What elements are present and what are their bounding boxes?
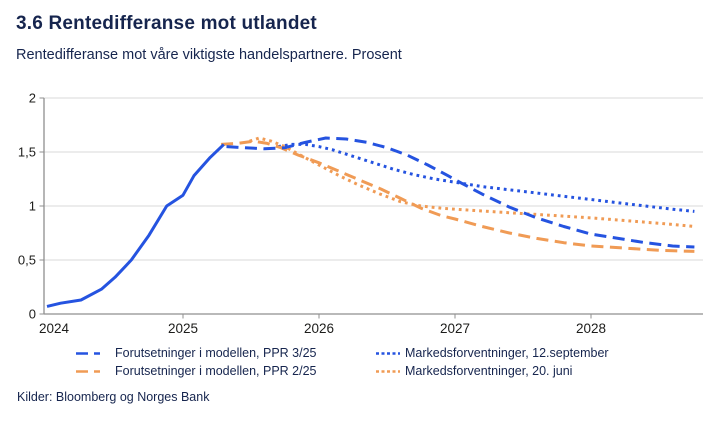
series-line-ppr-3-25 [226,136,695,249]
chart-subtitle: Rentedifferanse mot våre viktigste hande… [16,47,402,63]
dashed-line-swatch-blue [76,351,110,355]
y-tick-label: 0,5 [18,253,36,268]
series-line-historisk [46,143,225,308]
dashed-line-swatch-orange [76,369,110,373]
series-line-ppr-2-25 [221,139,695,253]
x-tick-label: 2026 [304,321,334,336]
series-line-marked-12-september [277,142,695,213]
line-chart: 0 0,5 1 1,5 2 2024 2025 2026 2027 2028 [18,91,703,336]
legend-label: Forutsetninger i modellen, PPR 2/25 [115,364,317,378]
legend-item-marked-20-juni: Markedsforventninger, 20. juni [376,364,572,378]
x-tick-label: 2025 [168,321,198,336]
x-tick-label: 2028 [576,321,606,336]
chart-sources: Kilder: Bloomberg og Norges Bank [17,390,210,404]
x-tick-label: 2027 [440,321,470,336]
legend-label: Markedsforventninger, 20. juni [405,364,573,378]
y-tick-label: 2 [29,91,36,106]
legend-item-ppr-3-25: Forutsetninger i modellen, PPR 3/25 [76,346,317,360]
y-tick-label: 1 [29,199,36,214]
page-title: 3.6 Rentedifferanse mot utlandet [16,13,317,34]
legend-item-marked-12-september: Markedsforventninger, 12.september [376,346,609,360]
dotted-line-swatch-orange [376,369,400,373]
y-tick-label: 0 [29,307,36,322]
legend-label: Forutsetninger i modellen, PPR 3/25 [115,346,317,360]
legend-label: Markedsforventninger, 12.september [405,346,609,360]
x-tick-label: 2024 [39,321,70,336]
legend-item-ppr-2-25: Forutsetninger i modellen, PPR 2/25 [76,364,317,378]
y-tick-label: 1,5 [18,145,36,160]
series-line-marked-20-juni [249,136,695,228]
dotted-line-swatch-blue [376,351,400,355]
